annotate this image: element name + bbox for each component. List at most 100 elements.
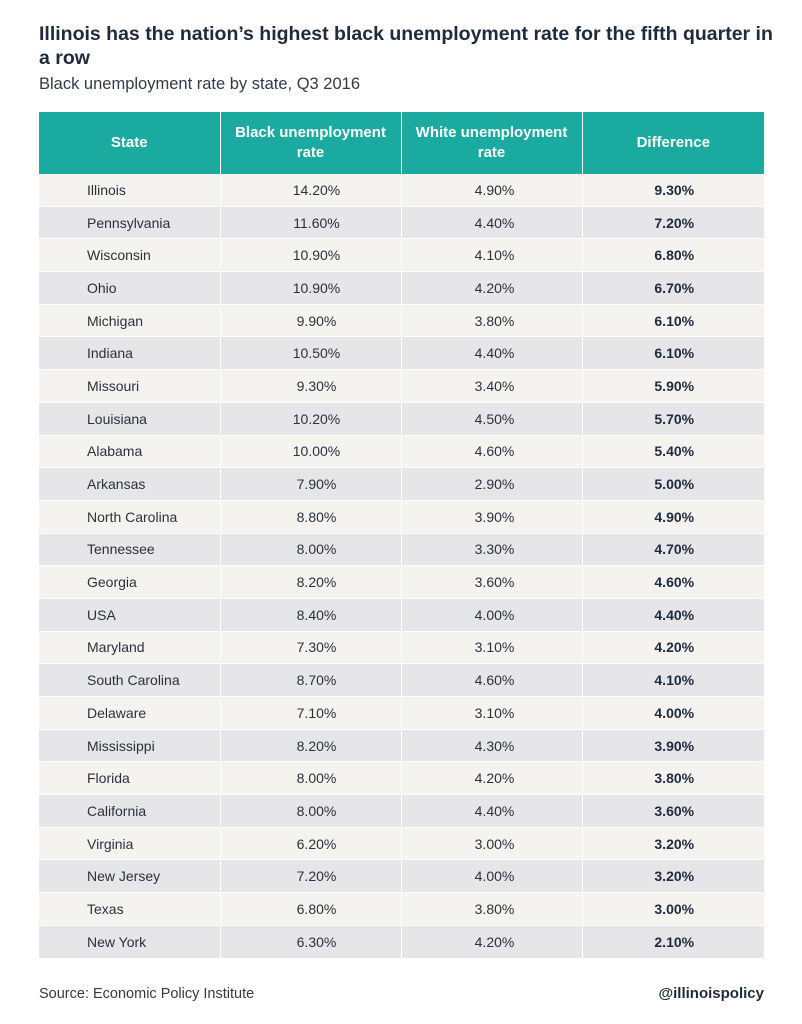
cell-difference: 6.10% (582, 336, 764, 371)
cell-difference: 5.90% (582, 369, 764, 403)
cell-black-rate: 6.80% (220, 892, 402, 926)
cell-black-rate: 6.30% (220, 925, 402, 959)
cell-difference: 3.60% (582, 794, 764, 828)
cell-black-rate: 9.90% (220, 304, 402, 338)
cell-state: New Jersey (39, 859, 221, 894)
table-row: Ohio 10.90% 4.20% 6.70% (39, 271, 764, 305)
cell-white-rate: 4.40% (401, 794, 583, 828)
cell-state: Texas (39, 892, 221, 926)
cell-state: Arkansas (39, 467, 221, 501)
column-header-white-rate: White unemployment rate (401, 112, 583, 174)
cell-black-rate: 8.20% (220, 729, 402, 763)
cell-black-rate: 11.60% (220, 206, 402, 240)
table-row: California 8.00% 4.40% 3.60% (39, 794, 764, 828)
cell-difference: 5.40% (582, 435, 764, 469)
cell-black-rate: 10.90% (220, 271, 402, 305)
cell-difference: 4.40% (582, 598, 764, 632)
cell-white-rate: 3.10% (401, 696, 583, 730)
cell-difference: 4.10% (582, 663, 764, 697)
cell-state: Wisconsin (39, 238, 221, 273)
cell-black-rate: 8.00% (220, 761, 402, 796)
table-header-row: State Black unemployment rate White unem… (39, 112, 764, 174)
cell-white-rate: 4.20% (401, 925, 583, 959)
column-header-difference: Difference (582, 112, 764, 174)
table-row: Mississippi 8.20% 4.30% 3.90% (39, 729, 764, 763)
cell-white-rate: 4.00% (401, 598, 583, 632)
cell-black-rate: 9.30% (220, 369, 402, 403)
cell-difference: 4.70% (582, 533, 764, 567)
table-row: Missouri 9.30% 3.40% 5.90% (39, 369, 764, 403)
cell-white-rate: 4.90% (401, 174, 583, 207)
cell-state: Michigan (39, 304, 221, 338)
cell-white-rate: 3.80% (401, 892, 583, 926)
cell-black-rate: 10.20% (220, 402, 402, 436)
cell-state: Georgia (39, 565, 221, 599)
cell-white-rate: 3.40% (401, 369, 583, 403)
cell-white-rate: 4.00% (401, 859, 583, 894)
cell-black-rate: 8.80% (220, 500, 402, 534)
cell-state: Virginia (39, 827, 221, 861)
cell-state: New York (39, 925, 221, 959)
cell-difference: 4.00% (582, 696, 764, 730)
table-row: Michigan 9.90% 3.80% 6.10% (39, 304, 764, 338)
table-row: Delaware 7.10% 3.10% 4.00% (39, 696, 764, 730)
cell-state: Tennessee (39, 533, 221, 567)
chart-title: Illinois has the nation’s highest black … (39, 23, 773, 69)
table-row: Indiana 10.50% 4.40% 6.10% (39, 336, 764, 371)
source-note: Source: Economic Policy Institute (39, 986, 255, 1002)
table-row: Arkansas 7.90% 2.90% 5.00% (39, 467, 764, 501)
column-header-state: State (39, 112, 221, 174)
cell-state: Indiana (39, 336, 221, 371)
cell-state: Florida (39, 761, 221, 796)
cell-black-rate: 10.90% (220, 238, 402, 273)
cell-state: Louisiana (39, 402, 221, 436)
social-handle: @illinoispolicy (658, 985, 764, 1002)
cell-difference: 6.80% (582, 238, 764, 273)
cell-difference: 7.20% (582, 206, 764, 240)
cell-black-rate: 8.20% (220, 565, 402, 599)
cell-state: Maryland (39, 631, 221, 665)
cell-state: Illinois (39, 174, 221, 207)
cell-black-rate: 8.40% (220, 598, 402, 632)
cell-white-rate: 4.60% (401, 435, 583, 469)
cell-state: Missouri (39, 369, 221, 403)
cell-difference: 4.60% (582, 565, 764, 599)
cell-white-rate: 4.40% (401, 336, 583, 371)
cell-difference: 3.90% (582, 729, 764, 763)
cell-difference: 3.20% (582, 859, 764, 894)
table-row: North Carolina 8.80% 3.90% 4.90% (39, 500, 764, 534)
cell-state: Ohio (39, 271, 221, 305)
cell-black-rate: 10.50% (220, 336, 402, 371)
table-row: Pennsylvania 11.60% 4.40% 7.20% (39, 206, 764, 240)
table-row: New York 6.30% 4.20% 2.10% (39, 925, 764, 959)
cell-state: South Carolina (39, 663, 221, 697)
table-row: Maryland 7.30% 3.10% 4.20% (39, 631, 764, 665)
table-row: USA 8.40% 4.00% 4.40% (39, 598, 764, 632)
table-row: New Jersey 7.20% 4.00% 3.20% (39, 859, 764, 894)
cell-white-rate: 3.30% (401, 533, 583, 567)
table-row: Texas 6.80% 3.80% 3.00% (39, 892, 764, 926)
cell-difference: 3.00% (582, 892, 764, 926)
cell-white-rate: 3.00% (401, 827, 583, 861)
table-row: Alabama 10.00% 4.60% 5.40% (39, 435, 764, 469)
cell-white-rate: 2.90% (401, 467, 583, 501)
table-row: Virginia 6.20% 3.00% 3.20% (39, 827, 764, 861)
cell-white-rate: 4.60% (401, 663, 583, 697)
cell-white-rate: 4.50% (401, 402, 583, 436)
cell-white-rate: 4.30% (401, 729, 583, 763)
cell-white-rate: 3.90% (401, 500, 583, 534)
cell-white-rate: 4.20% (401, 761, 583, 796)
table-row: Florida 8.00% 4.20% 3.80% (39, 761, 764, 796)
cell-state: California (39, 794, 221, 828)
table-body: Illinois 14.20% 4.90% 9.30% Pennsylvania 11.6… (39, 174, 764, 959)
cell-difference: 2.10% (582, 925, 764, 959)
cell-difference: 6.70% (582, 271, 764, 305)
cell-white-rate: 3.10% (401, 631, 583, 665)
cell-difference: 4.20% (582, 631, 764, 665)
cell-white-rate: 3.60% (401, 565, 583, 599)
cell-black-rate: 14.20% (220, 174, 402, 207)
cell-difference: 5.00% (582, 467, 764, 501)
cell-black-rate: 8.70% (220, 663, 402, 697)
cell-difference: 4.90% (582, 500, 764, 534)
table-row: Louisiana 10.20% 4.50% 5.70% (39, 402, 764, 436)
